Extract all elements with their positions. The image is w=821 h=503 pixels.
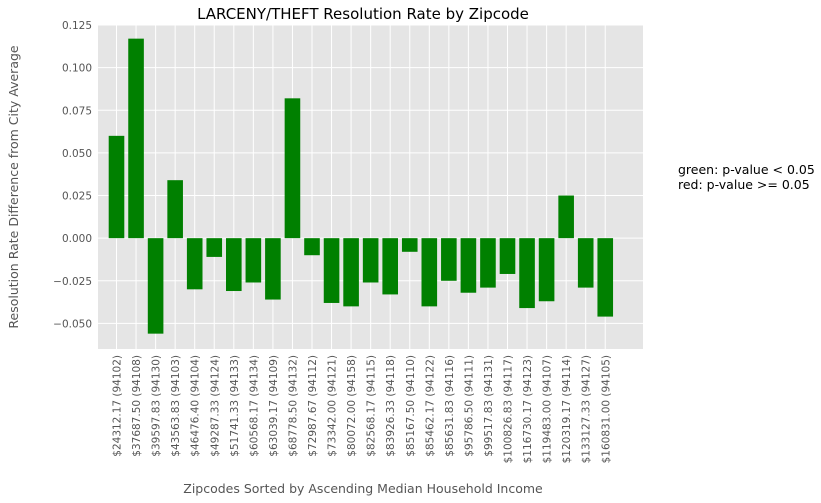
y-axis-label: Resolution Rate Difference from City Ave… [6, 45, 21, 329]
bar [284, 98, 301, 239]
y-tick-label: 0.050 [62, 148, 92, 160]
x-tick-label: $85462.17 (94122) [424, 355, 436, 457]
bar [245, 238, 262, 283]
y-tick-label: −0.025 [53, 276, 92, 288]
y-tick-label: 0.000 [62, 233, 92, 245]
y-tick-label: 0.025 [62, 191, 92, 203]
p-value-note-green: green: p-value < 0.05 [678, 162, 815, 177]
x-tick-label: $60568.17 (94134) [248, 355, 260, 457]
chart-title: LARCENY/THEFT Resolution Rate by Zipcode [197, 5, 529, 23]
x-tick-label: $68778.50 (94132) [287, 355, 299, 457]
bar [186, 238, 203, 290]
bar [421, 238, 438, 307]
bar [401, 238, 418, 252]
x-tick-label: $85631.83 (94116) [444, 355, 456, 457]
x-tick-label: $63039.17 (94109) [268, 355, 280, 457]
y-ticks: −0.050 −0.025 0.000 0.025 0.050 0.075 0.100 0.1… [53, 20, 92, 330]
bar [304, 238, 320, 256]
bar [226, 238, 242, 292]
x-axis-label: Zipcodes Sorted by Ascending Median Hous… [183, 481, 543, 496]
bar [577, 238, 594, 288]
x-tick-label: $37687.50 (94108) [131, 355, 143, 457]
x-tick-label: $39597.83 (94130) [151, 355, 163, 457]
x-tick-label: $120319.17 (94114) [561, 355, 573, 463]
bar [480, 238, 496, 288]
bar [558, 195, 574, 239]
y-tick-label: 0.100 [62, 63, 92, 75]
bar [362, 238, 379, 283]
bar [323, 238, 340, 303]
x-ticks: $24312.17 (94102) $37687.50 (94108) $39597… [112, 355, 613, 463]
bar [265, 238, 281, 300]
x-tick-label: $24312.17 (94102) [112, 355, 124, 457]
x-tick-label: $100826.83 (94117) [503, 355, 515, 463]
bar [597, 238, 614, 317]
bar [206, 238, 223, 257]
bar [499, 238, 516, 274]
bar [382, 238, 398, 295]
bar [147, 238, 164, 334]
x-tick-label: $73342.00 (94121) [327, 355, 339, 457]
p-value-note-red: red: p-value >= 0.05 [678, 177, 810, 192]
bar [167, 180, 183, 239]
bars [108, 38, 614, 334]
x-tick-label: $80072.00 (94158) [346, 355, 358, 457]
p-value-note: green: p-value < 0.05 red: p-value >= 0.… [678, 162, 815, 192]
bar [441, 238, 457, 281]
x-tick-label: $43563.83 (94103) [170, 355, 182, 457]
bar [519, 238, 535, 309]
x-tick-label: $119483.00 (94107) [542, 355, 554, 463]
x-tick-label: $49287.33 (94124) [209, 355, 221, 457]
bar [128, 38, 144, 239]
bar [343, 238, 359, 307]
x-tick-label: $133127.33 (94127) [581, 355, 593, 463]
x-tick-label: $160831.00 (94105) [600, 355, 612, 463]
x-tick-label: $85167.50 (94110) [405, 355, 417, 457]
y-tick-label: −0.050 [53, 318, 92, 330]
bar [108, 135, 125, 239]
x-tick-label: $51741.33 (94133) [229, 355, 241, 457]
x-tick-label: $46476.40 (94104) [190, 355, 202, 457]
bar [538, 238, 555, 302]
x-tick-label: $116730.17 (94123) [522, 355, 534, 463]
x-tick-label: $95786.50 (94111) [463, 355, 475, 457]
y-tick-label: 0.125 [62, 20, 92, 32]
x-tick-label: $72987.67 (94112) [307, 355, 319, 457]
x-tick-label: $83926.33 (94118) [385, 355, 397, 457]
bar [460, 238, 477, 293]
x-tick-label: $99517.83 (94131) [483, 355, 495, 457]
y-tick-label: 0.075 [62, 105, 92, 117]
x-tick-label: $82568.17 (94115) [366, 355, 378, 457]
